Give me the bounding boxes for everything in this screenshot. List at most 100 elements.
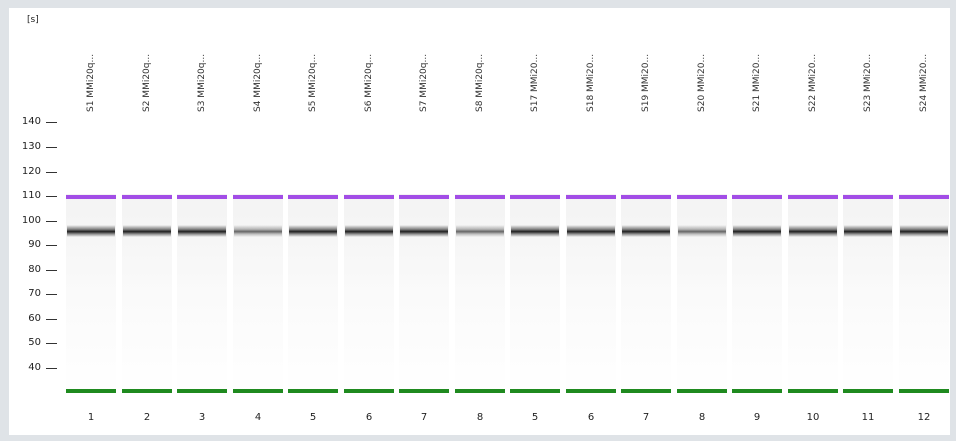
lane-number: 5	[531, 412, 539, 423]
lane-sample-name: S8 MMi20q...	[475, 53, 485, 112]
upper-marker-band	[843, 195, 893, 199]
lower-marker-band	[510, 389, 560, 393]
lane-sample-name: S7 MMi20q...	[419, 53, 429, 112]
lane-sample-name: S24 MMi20...	[919, 53, 929, 112]
y-tick-label: 100	[21, 215, 41, 226]
upper-marker-band	[899, 195, 949, 199]
y-tick-label: 70	[28, 288, 41, 299]
lower-marker-band	[566, 389, 616, 393]
sample-band	[123, 225, 171, 237]
y-tick-mark	[46, 343, 57, 344]
lane-number: 4	[254, 412, 262, 423]
gel-lane[interactable]: S3 MMi20q... 3	[176, 8, 228, 435]
gel-lane[interactable]: S2 MMi20q... 2	[121, 8, 173, 435]
lane-number: 10	[806, 412, 820, 423]
y-tick: 140	[9, 116, 69, 128]
y-tick-label: 40	[28, 362, 41, 373]
lane-number: 6	[365, 412, 373, 423]
sample-band	[456, 225, 504, 237]
lane-sample-name: S20 MMi20...	[697, 53, 707, 112]
sample-band	[622, 225, 670, 237]
lower-marker-band	[399, 389, 449, 393]
upper-marker-band	[677, 195, 727, 199]
lower-marker-band	[177, 389, 227, 393]
sample-band	[289, 225, 337, 237]
y-tick-label: 90	[28, 239, 41, 250]
sample-band	[345, 225, 393, 237]
gel-lane[interactable]: S23 MMi20... 11	[842, 8, 894, 435]
lower-marker-band	[344, 389, 394, 393]
lane-sample-name: S22 MMi20...	[808, 53, 818, 112]
y-tick-mark	[46, 122, 57, 123]
y-tick: 110	[9, 190, 69, 202]
y-tick-label: 80	[28, 264, 41, 275]
lane-number: 3	[198, 412, 206, 423]
lane-sample-name: S21 MMi20...	[752, 53, 762, 112]
y-axis-unit-label: [s]	[27, 15, 39, 25]
lower-marker-band	[843, 389, 893, 393]
y-tick-mark	[46, 294, 57, 295]
sample-band	[844, 225, 892, 237]
gel-image-view: [s] 140 130 120 110 100 90 80 70 60 50 4…	[9, 8, 950, 435]
y-tick-mark	[46, 270, 57, 271]
gel-lane[interactable]: S8 MMi20q... 8	[454, 8, 506, 435]
y-tick: 60	[9, 313, 69, 325]
sample-band	[234, 225, 282, 237]
sample-band	[733, 225, 781, 237]
y-tick-label: 110	[21, 190, 41, 201]
y-tick-label: 50	[28, 337, 41, 348]
gel-lane[interactable]: S6 MMi20q... 6	[343, 8, 395, 435]
sample-band	[789, 225, 837, 237]
gel-lane[interactable]: S19 MMi20... 7	[620, 8, 672, 435]
lower-marker-band	[732, 389, 782, 393]
upper-marker-band	[344, 195, 394, 199]
gel-lane[interactable]: S18 MMi20... 6	[565, 8, 617, 435]
upper-marker-band	[621, 195, 671, 199]
sample-band	[900, 225, 948, 237]
upper-marker-band	[455, 195, 505, 199]
upper-marker-band	[788, 195, 838, 199]
y-tick-label: 120	[21, 166, 41, 177]
upper-marker-band	[177, 195, 227, 199]
y-tick: 40	[9, 362, 69, 374]
lane-number: 8	[698, 412, 706, 423]
gel-lane[interactable]: S24 MMi20... 12	[898, 8, 950, 435]
upper-marker-band	[122, 195, 172, 199]
gel-lane[interactable]: S5 MMi20q... 5	[287, 8, 339, 435]
lane-sample-name: S18 MMi20...	[586, 53, 596, 112]
upper-marker-band	[66, 195, 116, 199]
lane-number: 7	[420, 412, 428, 423]
lower-marker-band	[122, 389, 172, 393]
lane-sample-name: S19 MMi20...	[641, 53, 651, 112]
lower-marker-band	[233, 389, 283, 393]
sample-band	[567, 225, 615, 237]
lower-marker-band	[66, 389, 116, 393]
lane-sample-name: S23 MMi20...	[863, 53, 873, 112]
gel-lane[interactable]: S7 MMi20q... 7	[398, 8, 450, 435]
y-tick-label: 130	[21, 141, 41, 152]
lane-number: 1	[87, 412, 95, 423]
y-tick: 70	[9, 288, 69, 300]
gel-lane[interactable]: S17 MMi20... 5	[509, 8, 561, 435]
y-tick: 90	[9, 239, 69, 251]
lower-marker-band	[899, 389, 949, 393]
y-tick-label: 60	[28, 313, 41, 324]
gel-lane[interactable]: S20 MMi20... 8	[676, 8, 728, 435]
y-tick: 130	[9, 141, 69, 153]
upper-marker-band	[510, 195, 560, 199]
lane-number: 11	[861, 412, 875, 423]
gel-lane[interactable]: S4 MMi20q... 4	[232, 8, 284, 435]
y-tick-mark	[46, 368, 57, 369]
lane-sample-name: S6 MMi20q...	[364, 53, 374, 112]
lane-sample-name: S2 MMi20q...	[142, 53, 152, 112]
gel-lane[interactable]: S21 MMi20... 9	[731, 8, 783, 435]
y-tick-mark	[46, 147, 57, 148]
gel-lane[interactable]: S22 MMi20... 10	[787, 8, 839, 435]
lane-number: 6	[587, 412, 595, 423]
upper-marker-band	[233, 195, 283, 199]
y-tick-mark	[46, 319, 57, 320]
y-tick: 50	[9, 337, 69, 349]
upper-marker-band	[399, 195, 449, 199]
gel-lane[interactable]: S1 MMi20q... 1	[65, 8, 117, 435]
upper-marker-band	[732, 195, 782, 199]
